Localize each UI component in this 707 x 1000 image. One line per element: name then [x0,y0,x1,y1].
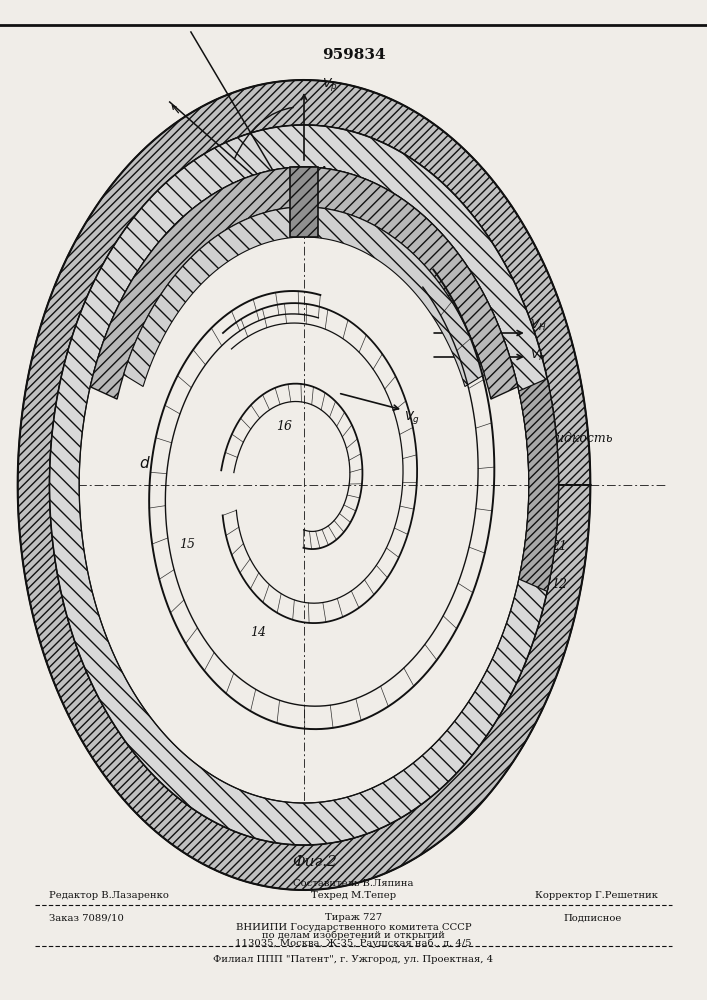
Text: А - А: А - А [292,166,330,180]
Polygon shape [18,80,590,890]
Polygon shape [519,379,559,591]
Text: $V_g$: $V_g$ [404,408,420,426]
Text: 959834: 959834 [322,48,385,62]
Polygon shape [90,167,518,399]
Text: 113035, Москва, Ж-35, Раушская наб., д. 4/5: 113035, Москва, Ж-35, Раушская наб., д. … [235,938,472,948]
Text: Корректор Г.Решетник: Корректор Г.Решетник [534,892,658,900]
Text: $V_p$: $V_p$ [322,77,337,94]
Text: $V_H$: $V_H$ [530,317,547,333]
Text: Составитель В.Ляпина: Составитель В.Ляпина [293,880,414,888]
Text: Филиал ППП "Патент", г. Ужгород, ул. Проектная, 4: Филиал ППП "Патент", г. Ужгород, ул. Про… [214,956,493,964]
Text: Редактор В.Лазаренко: Редактор В.Лазаренко [49,892,170,900]
Polygon shape [49,125,559,845]
Polygon shape [124,207,484,387]
Text: Техред М.Тепер: Техред М.Тепер [311,892,396,900]
Text: Тираж 727: Тираж 727 [325,914,382,922]
Text: 15: 15 [180,538,195,552]
Text: ВНИИПИ Государственного комитета СССР: ВНИИПИ Государственного комитета СССР [235,922,472,932]
Text: $d$: $d$ [139,455,151,471]
Text: $V$: $V$ [373,236,385,249]
Text: Заказ 7089/10: Заказ 7089/10 [49,914,124,922]
Text: Подписное: Подписное [563,914,622,922]
Text: 14: 14 [250,626,266,640]
Text: 21: 21 [551,540,568,554]
Text: Фиг.2: Фиг.2 [292,855,337,869]
Text: $V_n$: $V_n$ [530,347,546,363]
Text: 16: 16 [276,420,292,433]
Text: по делам изобретений и открытий: по делам изобретений и открытий [262,930,445,940]
Text: 12: 12 [551,578,568,591]
Text: Жидкость: Жидкость [543,432,614,446]
Polygon shape [290,167,318,237]
